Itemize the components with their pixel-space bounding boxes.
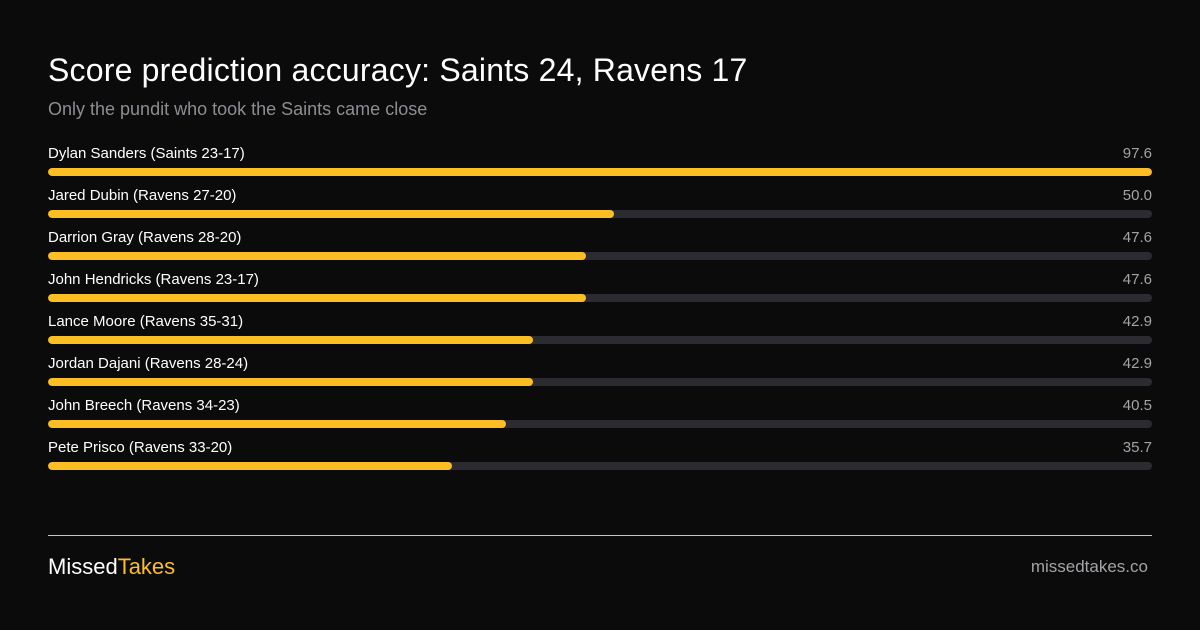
bar-row: Pete Prisco (Ravens 33-20) 35.7 (48, 438, 1152, 480)
bar-row: Jordan Dajani (Ravens 28-24) 42.9 (48, 354, 1152, 396)
bar-fill (48, 252, 587, 260)
bar-value-label: 47.6 (1122, 271, 1152, 288)
bar-track (48, 336, 1152, 344)
bar-row: Darrion Gray (Ravens 28-20) 47.6 (48, 228, 1152, 270)
bar-track (48, 210, 1152, 218)
bar-fill (48, 210, 614, 218)
bar-label: Lance Moore (Ravens 35-31) (48, 313, 244, 330)
bar-track (48, 378, 1152, 386)
bar-label: Darrion Gray (Ravens 28-20) (48, 229, 242, 246)
chart-title: Score prediction accuracy: Saints 24, Ra… (48, 52, 748, 88)
bar-fill (48, 336, 534, 344)
bar-row: Jared Dubin (Ravens 27-20) 50.0 (48, 186, 1152, 228)
bar-value-label: 47.6 (1122, 229, 1152, 246)
bar-value-label: 42.9 (1122, 355, 1152, 372)
bar-track (48, 462, 1152, 470)
bar-value-label: 35.7 (1122, 439, 1152, 456)
bar-track (48, 252, 1152, 260)
bar-label: John Hendricks (Ravens 23-17) (48, 271, 259, 288)
bar-track (48, 294, 1152, 302)
brand-name-part2: Takes (117, 554, 176, 579)
bar-fill (48, 420, 507, 428)
chart-subtitle: Only the pundit who took the Saints came… (48, 99, 428, 119)
brand-name-part1: Missed (48, 554, 118, 579)
bar-track (48, 168, 1152, 176)
brand-logo: MissedTakes (48, 554, 175, 580)
bar-value-label: 42.9 (1122, 313, 1152, 330)
bar-row: Dylan Sanders (Saints 23-17) 97.6 (48, 144, 1152, 186)
bar-fill (48, 294, 587, 302)
bar-value-label: 40.5 (1122, 397, 1152, 414)
bar-label: Jordan Dajani (Ravens 28-24) (48, 355, 249, 372)
bar-label: Jared Dubin (Ravens 27-20) (48, 187, 237, 204)
site-url: missedtakes.co (1030, 557, 1148, 576)
bar-value-label: 97.6 (1122, 145, 1152, 162)
footer-divider (48, 535, 1152, 536)
bar-row: John Breech (Ravens 34-23) 40.5 (48, 396, 1152, 438)
bar-value-label: 50.0 (1122, 187, 1152, 204)
bar-track (48, 420, 1152, 428)
bar-row: Lance Moore (Ravens 35-31) 42.9 (48, 312, 1152, 354)
bar-label: John Breech (Ravens 34-23) (48, 397, 240, 414)
bar-fill (48, 462, 452, 470)
bar-row: John Hendricks (Ravens 23-17) 47.6 (48, 270, 1152, 312)
bar-chart: Dylan Sanders (Saints 23-17) 97.6 Jared Du… (48, 144, 1152, 480)
bar-label: Pete Prisco (Ravens 33-20) (48, 439, 233, 456)
bar-fill (48, 168, 1152, 176)
bar-fill (48, 378, 534, 386)
bar-label: Dylan Sanders (Saints 23-17) (48, 145, 245, 162)
